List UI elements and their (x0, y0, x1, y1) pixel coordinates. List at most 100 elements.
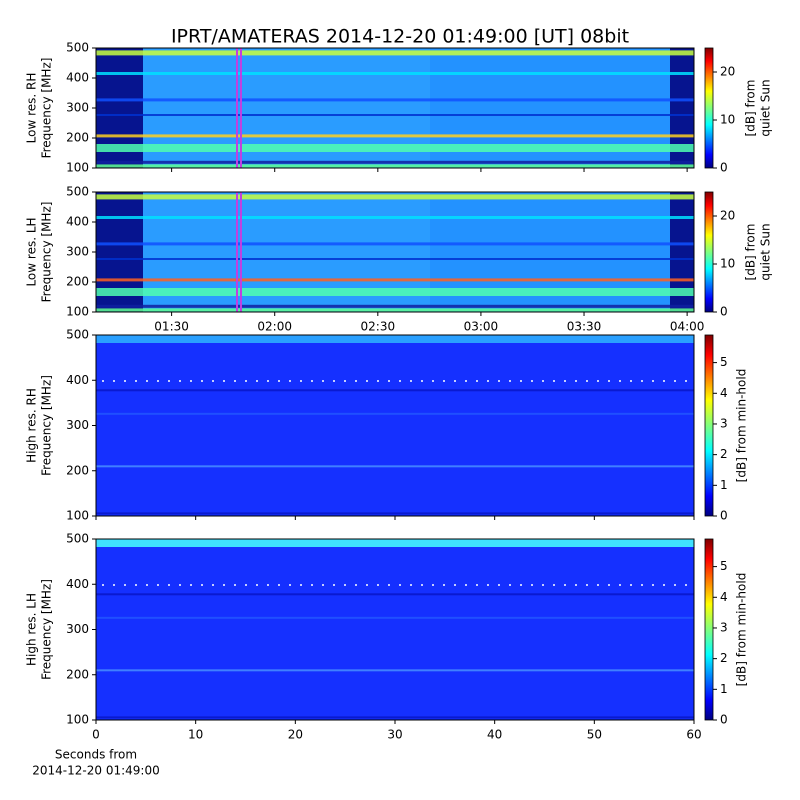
spectrogram-image (344, 380, 346, 382)
spectrogram-image (619, 584, 621, 586)
spectrogram-image (236, 192, 238, 312)
spectrogram-image (630, 380, 632, 382)
spectrogram-image (564, 380, 566, 382)
spectrogram-image (432, 584, 434, 586)
spectrogram-image (630, 584, 632, 586)
spectrogram-image (96, 258, 694, 260)
x-tick-label: 03:00 (464, 320, 499, 334)
spectrogram-image (575, 584, 577, 586)
spectrogram-image (366, 584, 368, 586)
spectrogram-image (399, 380, 401, 382)
spectrogram-image (399, 584, 401, 586)
y-axis-label: Frequency [MHz] (40, 375, 54, 476)
spectrogram-image (652, 584, 654, 586)
spectrogram-image (289, 584, 291, 586)
y-tick-label: 500 (66, 185, 89, 199)
colorbar-tick-label: 3 (720, 416, 728, 430)
spectrogram-image (223, 584, 225, 586)
spectrogram-image (96, 539, 694, 547)
spectrogram-image (443, 584, 445, 586)
spectrogram-image (454, 584, 456, 586)
spectrogram-image (240, 192, 242, 312)
spectrogram-image (201, 584, 203, 586)
y-tick-label: 100 (66, 305, 89, 319)
spectrogram-image (201, 380, 203, 382)
spectrogram-image (96, 616, 694, 619)
colorbar-tick-label: 4 (720, 386, 728, 400)
spectrogram-image (168, 380, 170, 382)
spectrogram-image (586, 584, 588, 586)
spectrogram-image (586, 380, 588, 382)
spectrogram-image (96, 593, 694, 596)
colorbar-label: [dB] from (744, 80, 758, 137)
spectrogram-image (465, 380, 467, 382)
y-tick-label: 500 (66, 41, 89, 55)
spectrogram-image (96, 465, 694, 468)
colorbar (704, 538, 714, 721)
x-tick-label: 30 (387, 728, 402, 742)
spectrogram-image (96, 512, 694, 515)
colorbar-tick-label: 0 (720, 509, 728, 523)
colorbar-tick-label: 0 (720, 305, 728, 319)
x-tick-label: 60 (686, 728, 701, 742)
spectrogram-image (256, 380, 258, 382)
spectrogram-image (96, 164, 694, 168)
y-tick-label: 300 (66, 622, 89, 636)
y-tick-label: 100 (66, 713, 89, 727)
spectrogram-image (641, 380, 643, 382)
spectrogram-image (236, 48, 238, 168)
spectrogram-image (542, 584, 544, 586)
x-tick-label: 40 (487, 728, 502, 742)
figure-title: IPRT/AMATERAS 2014-12-20 01:49:00 [UT] 0… (171, 26, 629, 48)
spectrogram-image (553, 584, 555, 586)
colorbar-tick-label: 4 (720, 590, 728, 604)
spectrogram-image (135, 380, 137, 382)
spectrogram-image (96, 389, 694, 392)
spectrogram-image (377, 584, 379, 586)
spectrogram-image (465, 584, 467, 586)
spectrogram-image (344, 584, 346, 586)
y-axis-label: Frequency [MHz] (40, 58, 54, 159)
spectrogram-image (190, 584, 192, 586)
colorbar (704, 191, 714, 313)
spectrogram-image (256, 584, 258, 586)
spectrogram-image (498, 584, 500, 586)
spectrogram-image (96, 716, 694, 719)
spectrogram-image (487, 584, 489, 586)
colorbar-label: [dB] from (744, 224, 758, 281)
y-tick-label: 500 (66, 532, 89, 546)
spectrogram-image (240, 48, 242, 168)
y-tick-label: 300 (66, 245, 89, 259)
spectrogram-image (146, 380, 148, 382)
spectrogram-image (575, 380, 577, 382)
colorbar (704, 47, 714, 169)
colorbar-label: [dB] from min-hold (735, 369, 749, 483)
spectrogram-image (96, 308, 694, 312)
spectrogram-image (476, 380, 478, 382)
x-tick-label: 0 (92, 728, 100, 742)
y-axis-label: Low res. RH (25, 73, 39, 144)
y-axis-label: Frequency [MHz] (40, 579, 54, 680)
spectrogram-image (102, 584, 104, 586)
spectrogram-image (234, 380, 236, 382)
spectrogram-image (102, 380, 104, 382)
spectrogram-image (96, 288, 694, 296)
spectrogram-image (498, 380, 500, 382)
colorbar-tick-label: 2 (720, 651, 728, 665)
y-axis-label: Low res. LH (25, 217, 39, 286)
spectrogram-image (96, 114, 694, 116)
spectrogram-image (96, 412, 694, 415)
colorbar-tick-label: 1 (720, 682, 728, 696)
spectrogram-image (267, 584, 269, 586)
spectrogram-image (179, 380, 181, 382)
spectrogram-image (509, 584, 511, 586)
y-tick-label: 100 (66, 509, 89, 523)
spectrogram-image (223, 380, 225, 382)
y-tick-label: 200 (66, 667, 89, 681)
spectrogram-image (146, 584, 148, 586)
x-axis-label: 2014-12-20 01:49:00 (32, 764, 159, 778)
spectrogram-image (96, 134, 694, 138)
spectrogram-image (135, 584, 137, 586)
colorbar-tick-label: 5 (720, 355, 728, 369)
